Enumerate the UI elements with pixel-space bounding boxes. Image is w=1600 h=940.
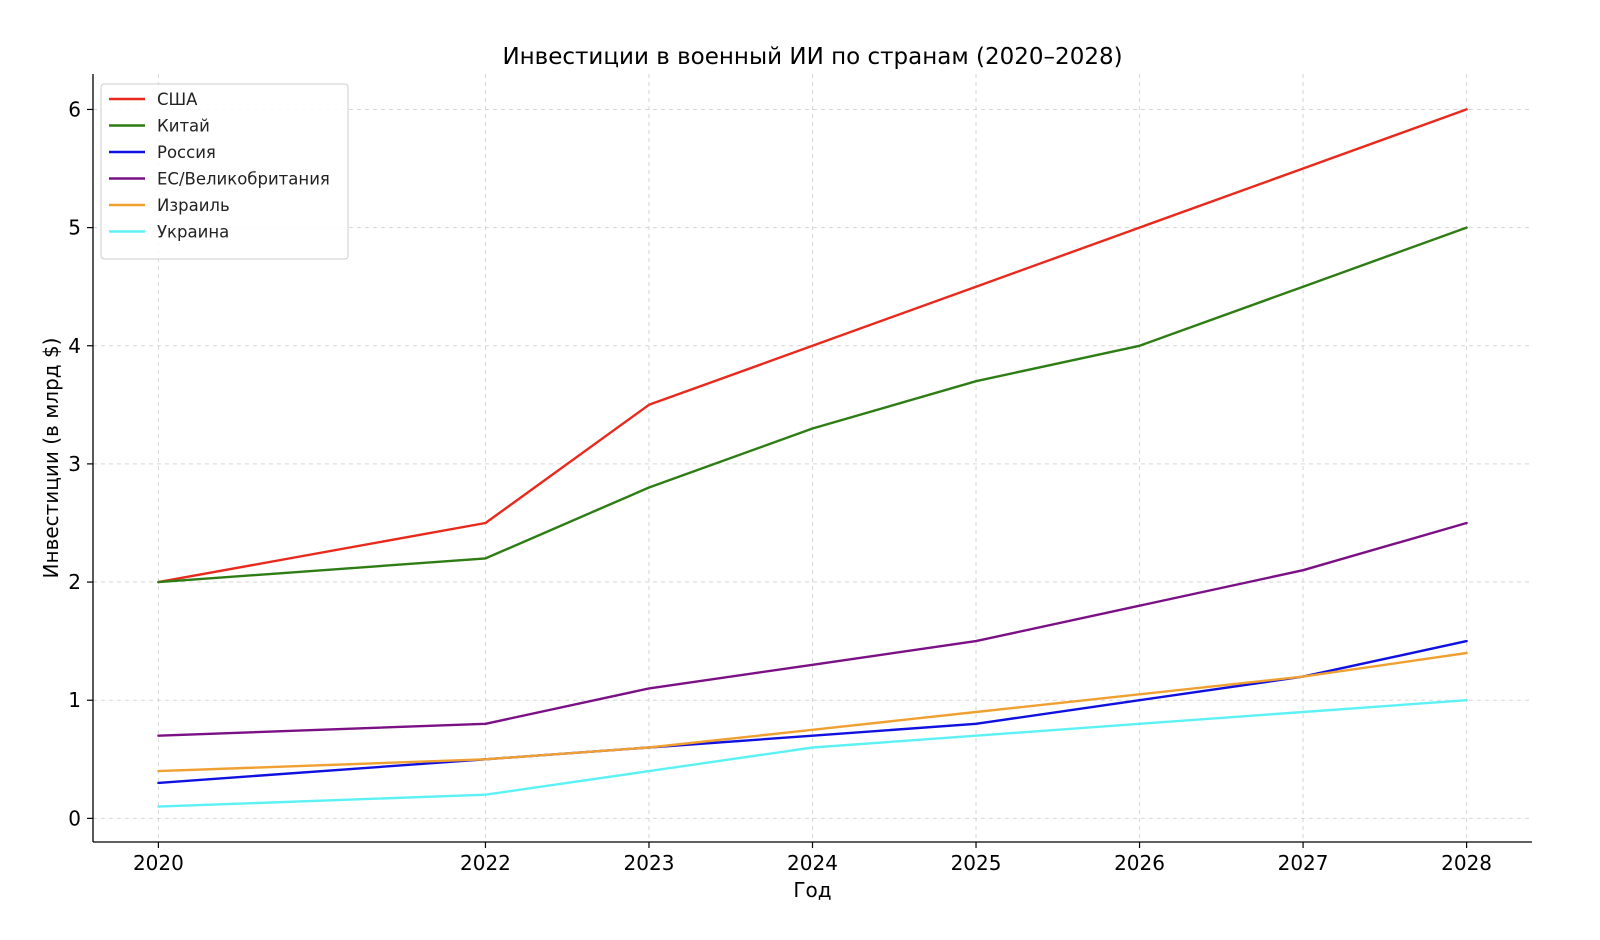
x-axis-title: Год [793,878,831,902]
y-tick-label: 3 [68,452,81,476]
y-tick-label: 2 [68,570,81,594]
y-tick-label: 5 [68,216,81,240]
legend: США Китай Россия ЕС/Великобритания Израиль Ук… [100,83,349,260]
series-line-4 [157,651,1468,773]
series-layer [157,108,1468,808]
y-tick-label: 4 [68,334,81,358]
legend-label: ЕС/Великобритания [157,170,330,189]
legend-label: Украина [157,223,229,242]
y-tick-label: 1 [68,688,81,712]
series-line-1 [157,226,1468,584]
x-tick-label: 2027 [1278,851,1329,875]
y-tick-label: 0 [68,806,81,830]
y-axis-title: Инвестиции (в млрд $) [39,338,63,579]
x-axis-ticks: 2020 2022 2023 2024 2025 2026 2027 2028 [133,842,1492,875]
x-tick-label: 2028 [1441,851,1492,875]
legend-label: Китай [157,117,210,136]
series-line-5 [157,699,1468,808]
legend-label: Россия [157,143,216,162]
y-tick-label: 6 [68,97,81,121]
legend-label: Израиль [157,196,230,215]
x-tick-label: 2022 [460,851,511,875]
legend-box [100,83,349,260]
series-line-3 [157,521,1468,737]
x-tick-label: 2026 [1114,851,1165,875]
x-tick-label: 2020 [133,851,184,875]
x-tick-label: 2023 [624,851,675,875]
x-tick-label: 2025 [951,851,1002,875]
x-tick-label: 2024 [787,851,838,875]
chart-title: Инвестиции в военный ИИ по странам (2020… [502,44,1122,70]
y-axis-ticks: 0 1 2 3 4 5 6 [68,97,93,830]
series-line-0 [157,108,1468,584]
legend-label: США [157,90,198,109]
